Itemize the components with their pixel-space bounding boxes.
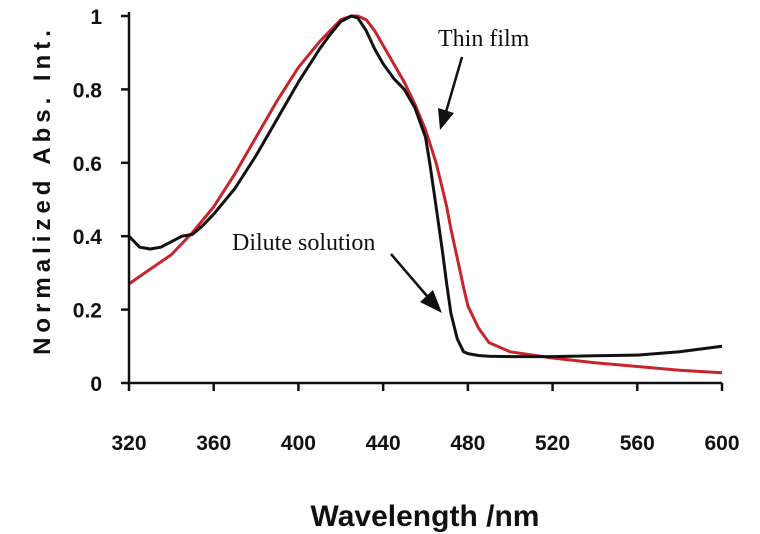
y-ticks: 0 0.2 0.4 0.6 0.8 1 <box>73 6 129 396</box>
x-tick-label: 320 <box>111 432 146 455</box>
y-tick-label: 0 <box>90 373 102 396</box>
y-tick-label: 0.4 <box>73 226 103 249</box>
y-tick-label: 0.6 <box>73 153 102 176</box>
x-tick-label: 400 <box>281 432 316 455</box>
thin-film-arrow <box>438 56 464 130</box>
y-axis-title: Normalized Abs. Int. <box>29 25 56 355</box>
x-tick-label: 520 <box>535 432 570 455</box>
x-ticks: 320 360 400 440 480 520 560 600 <box>111 383 740 455</box>
x-tick-label: 560 <box>620 432 655 455</box>
x-tick-label: 360 <box>196 432 231 455</box>
x-tick-label: 600 <box>704 432 739 455</box>
y-tick-label: 0.8 <box>73 79 103 102</box>
series-line-dilute-solution <box>127 14 723 359</box>
x-axis-title: Wavelength /nm <box>311 500 540 533</box>
thin-film-annotation: Thin film <box>438 26 530 52</box>
series-line-thin-film <box>128 14 723 375</box>
dilute-solution-arrow <box>390 253 442 313</box>
series-layer <box>127 14 723 375</box>
x-tick-label: 480 <box>450 432 485 455</box>
y-tick-label: 0.2 <box>73 300 102 323</box>
y-tick-label: 1 <box>90 6 102 29</box>
x-tick-label: 440 <box>366 432 401 455</box>
plot-area: 320 360 400 440 480 520 560 600 0 0.2 0.4 0.6 0.8 1 <box>73 6 740 455</box>
dilute-solution-annotation: Dilute solution <box>232 230 375 256</box>
